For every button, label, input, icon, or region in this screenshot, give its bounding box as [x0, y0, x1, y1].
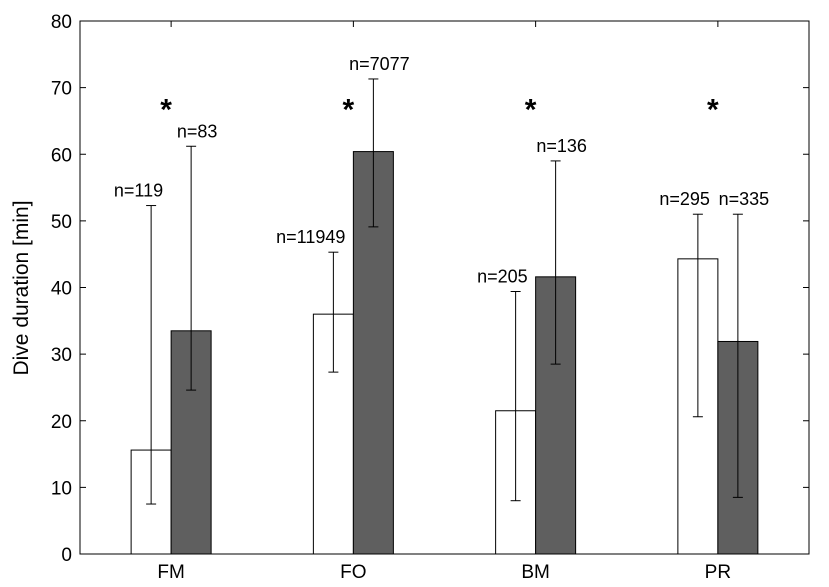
n-label: n=205 [477, 266, 528, 286]
y-axis: 0 10 20 30 40 50 60 70 80 [51, 12, 809, 566]
n-label: n=11949 [276, 227, 345, 247]
y-tick-label: 30 [51, 345, 72, 366]
y-tick-label: 10 [51, 478, 72, 499]
n-label: n=119 [114, 181, 163, 201]
n-label: n=295 [659, 189, 710, 209]
y-tick-label: 80 [51, 12, 72, 33]
x-tick-label: PR [705, 562, 731, 583]
annotations: n=119 n=11949 n=205 n=295 n=83 n=7077 n=136 n=3… [114, 54, 769, 287]
y-tick-label: 20 [51, 412, 72, 433]
x-tick-label: BM [521, 562, 550, 583]
n-label: n=136 [536, 136, 587, 156]
significance-star: * [707, 94, 719, 127]
n-label: n=7077 [349, 54, 410, 74]
significance-star: * [160, 94, 172, 127]
n-label: n=335 [719, 189, 770, 209]
y-tick-label: 0 [61, 545, 72, 566]
y-tick-label: 40 [51, 279, 72, 300]
significance-star: * [525, 94, 537, 127]
y-tick-label: 70 [51, 79, 72, 100]
y-tick-label: 60 [51, 145, 72, 166]
error-bars [146, 78, 743, 505]
n-label: n=83 [177, 121, 218, 141]
x-tick-label: FO [340, 562, 366, 583]
x-tick-label: FM [157, 562, 184, 583]
significance-star: * [343, 94, 355, 127]
y-tick-label: 50 [51, 212, 72, 233]
x-axis: FM FO BM PR [157, 21, 731, 583]
y-axis-title: Dive duration [min] [10, 200, 33, 375]
